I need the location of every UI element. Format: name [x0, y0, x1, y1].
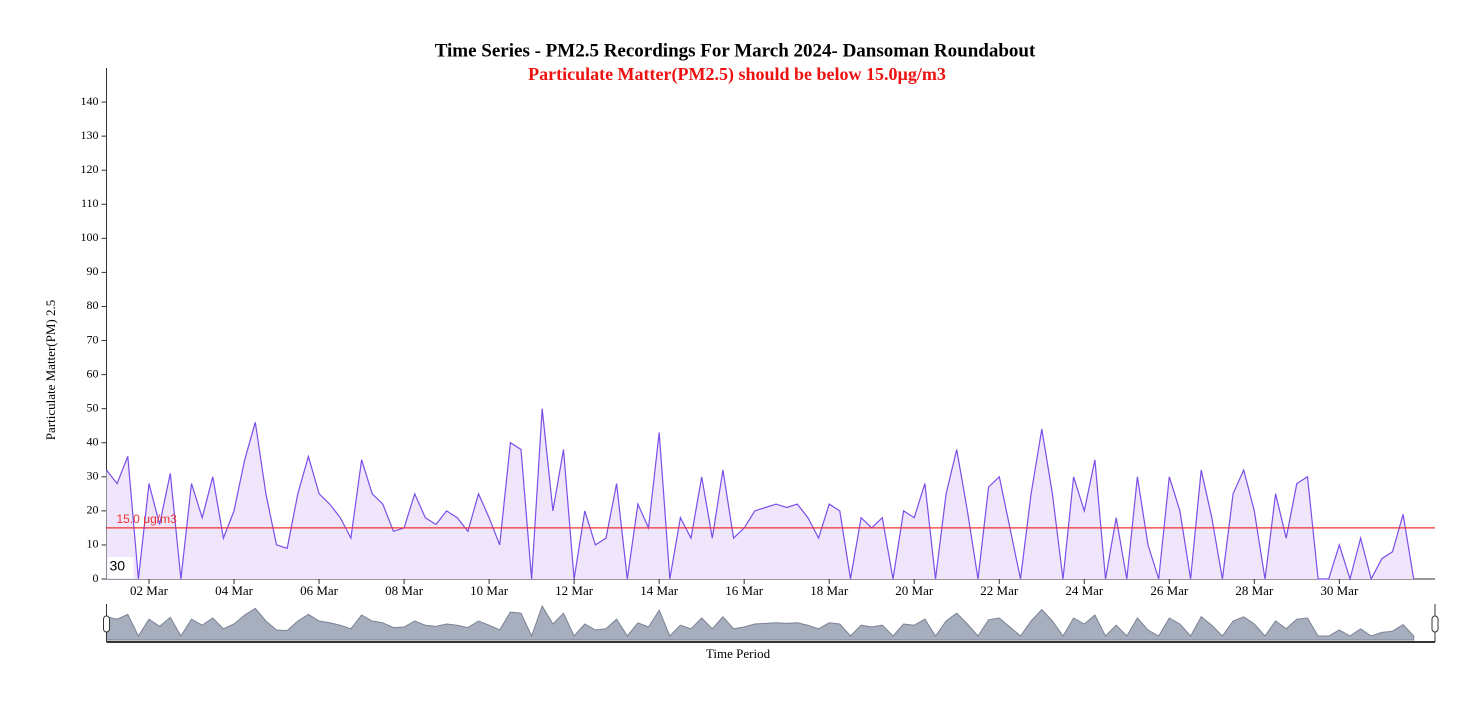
x-tick-label: 26 Mar [1150, 583, 1189, 598]
y-tick-label: 10 [87, 537, 99, 551]
x-tick-label: 06 Mar [300, 583, 339, 598]
threshold-label: 15.0 μg/m3 [117, 512, 178, 526]
x-tick-label: 04 Mar [215, 583, 254, 598]
corner-box [107, 557, 134, 578]
x-tick-label: 16 Mar [725, 583, 764, 598]
x-tick-label: 30 Mar [1320, 583, 1359, 598]
y-tick-label: 0 [93, 571, 99, 585]
y-axis-label: Particulate Matter(PM) 2.5 [43, 300, 58, 440]
navigator-handle[interactable] [1431, 615, 1439, 633]
y-tick-label: 60 [87, 366, 99, 380]
x-tick-label: 20 Mar [895, 583, 934, 598]
navigator-handle[interactable] [103, 615, 110, 633]
corner-label: 30 [110, 558, 126, 574]
x-tick-label: 02 Mar [130, 583, 169, 598]
x-tick-label: 28 Mar [1235, 583, 1274, 598]
x-tick-label: 08 Mar [385, 583, 424, 598]
y-tick-label: 120 [81, 162, 99, 176]
y-tick-label: 80 [87, 298, 99, 312]
navigator-area [106, 604, 1415, 641]
area-fill [106, 408, 1414, 579]
x-tick-label: 12 Mar [555, 583, 594, 598]
x-tick-label: 14 Mar [640, 583, 679, 598]
y-tick-label: 140 [81, 94, 99, 108]
chart-subtitle: Particulate Matter(PM2.5) should be belo… [528, 64, 946, 85]
y-tick-label: 130 [81, 128, 99, 142]
y-tick-label: 100 [81, 230, 99, 244]
x-tick-label: 18 Mar [810, 583, 849, 598]
area-line [106, 408, 1415, 582]
y-tick-label: 70 [87, 332, 99, 346]
chart-title: Time Series - PM2.5 Recordings For March… [435, 40, 1036, 61]
y-tick-label: 30 [87, 469, 99, 483]
y-tick-label: 50 [87, 400, 99, 414]
x-tick-label: 22 Mar [980, 583, 1019, 598]
x-tick-label: 24 Mar [1065, 583, 1104, 598]
x-tick-label: 10 Mar [470, 583, 509, 598]
x-axis-label: Time Period [706, 646, 771, 661]
y-tick-label: 90 [87, 264, 99, 278]
y-tick-label: 20 [87, 503, 99, 517]
y-tick-label: 110 [81, 196, 99, 210]
y-tick-label: 40 [87, 434, 99, 448]
